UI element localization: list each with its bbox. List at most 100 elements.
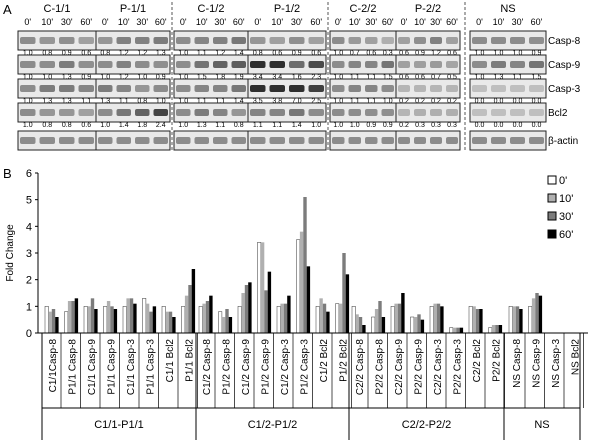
bar <box>358 317 363 333</box>
densitometry-value: 1.0 <box>333 122 343 129</box>
blot-strip <box>469 130 547 151</box>
blot-band <box>446 61 458 68</box>
blot-band <box>176 37 191 44</box>
blot-strip <box>17 102 171 123</box>
blot-band <box>510 85 525 92</box>
bar <box>103 306 108 334</box>
bar <box>237 306 242 334</box>
blot-band <box>381 61 394 68</box>
densitometry-value: 0.8 <box>100 50 110 57</box>
densitometry-value: 0.6 <box>272 50 282 57</box>
bar <box>475 309 480 333</box>
bar <box>319 298 323 333</box>
bar <box>351 306 356 334</box>
blot-strip <box>173 102 327 123</box>
bar <box>90 298 95 333</box>
blot-band <box>289 85 305 92</box>
bar <box>528 306 533 334</box>
densitometry-value: 1.0 <box>178 50 188 57</box>
y-axis-label: Fold Change <box>5 224 16 282</box>
densitometry-value: 1.5 <box>383 74 393 81</box>
blot-band <box>59 85 75 92</box>
blot-time-label: 30' <box>136 17 148 27</box>
bar <box>181 306 186 334</box>
densitometry-value: 1.1 <box>81 98 91 105</box>
blot-time-label: 0' <box>180 17 187 27</box>
x-tick-label: C1/1Casp-8 <box>48 339 59 393</box>
x-tick-label: P1/2 Bcl2 <box>339 339 350 382</box>
bar <box>429 306 434 334</box>
densitometry-value: 0.6 <box>81 50 91 57</box>
blot-strip <box>329 78 461 99</box>
bar <box>67 301 72 333</box>
x-tick-label: C1/2 Casp-9 <box>241 339 252 396</box>
blot-strip <box>469 30 547 51</box>
densitometry-value: 1.1 <box>350 74 360 81</box>
densitometry-value: 1.4 <box>234 50 244 57</box>
blot-band <box>348 137 361 144</box>
densitometry-value: 1.0 <box>137 74 147 81</box>
bar <box>55 317 59 333</box>
densitometry-value: 1.3 <box>156 50 166 57</box>
densitometry-value: 0.9 <box>81 74 91 81</box>
densitometry-value: 1.1 <box>119 98 129 105</box>
densitometry-value: 0.6 <box>415 74 425 81</box>
blot-band <box>529 85 544 92</box>
bar <box>218 311 223 334</box>
densitometry-value: 0.8 <box>234 122 244 129</box>
bar <box>191 269 196 333</box>
blot-row-label: β-actin <box>548 136 578 147</box>
blot-band <box>78 137 94 144</box>
blot-time-label: 30' <box>61 17 73 27</box>
blot-time-label: 60' <box>531 17 543 27</box>
x-tick-label: P2/2 Casp-9 <box>414 339 425 395</box>
blot-time-label: 10' <box>196 17 208 27</box>
blot-time-label: 30' <box>291 17 303 27</box>
densitometry-value: 0.8 <box>253 50 263 57</box>
blot-band <box>430 109 442 116</box>
blot-band <box>213 37 228 44</box>
densitometry-value: 3.4 <box>272 74 282 81</box>
blot-band <box>194 109 209 116</box>
densitometry-value: 1.0 <box>178 122 188 129</box>
blot-band <box>348 109 361 116</box>
x-tick-label: P1/2 Casp-9 <box>261 339 272 395</box>
densitometry-value: 1.0 <box>156 98 166 105</box>
bar <box>397 303 402 333</box>
blot-group-label: P-1/1 <box>120 3 146 15</box>
blot-band <box>213 109 228 116</box>
blot-band <box>398 37 410 44</box>
blot-band <box>289 61 305 68</box>
bar <box>126 298 130 333</box>
blot-time-label: 60' <box>446 17 458 27</box>
blot-band <box>78 37 94 44</box>
bar <box>342 253 346 333</box>
legend-label: 10' <box>559 193 573 205</box>
densitometry-value: 1.4 <box>292 122 302 129</box>
group-label: C2/2-P2/2 <box>402 419 452 431</box>
blot-row-label: Casp-8 <box>548 36 581 47</box>
blot-band <box>269 137 285 144</box>
densitometry-value: 1.0 <box>100 74 110 81</box>
bar <box>401 293 405 333</box>
bar <box>209 295 213 333</box>
blot-strip <box>329 130 461 151</box>
blot-band <box>135 37 150 44</box>
blot-band <box>213 85 228 92</box>
blot-band <box>135 61 150 68</box>
densitometry-value: 1.2 <box>119 74 129 81</box>
densitometry-value: 0.3 <box>431 122 441 129</box>
blot-band <box>381 137 394 144</box>
densitometry-value: 3.4 <box>253 74 263 81</box>
x-tick-label: P2/2 Bcl2 <box>492 339 503 382</box>
densitometry-value: 0.5 <box>447 74 457 81</box>
densitometry-value: 1.1 <box>197 98 207 105</box>
densitometry-value: 0.2 <box>431 98 441 105</box>
bar <box>44 306 49 334</box>
densitometry-value: 0.7 <box>431 74 441 81</box>
bar <box>433 303 437 333</box>
blot-band <box>194 137 209 144</box>
densitometry-value: 1.5 <box>532 74 542 81</box>
bar <box>202 303 206 333</box>
